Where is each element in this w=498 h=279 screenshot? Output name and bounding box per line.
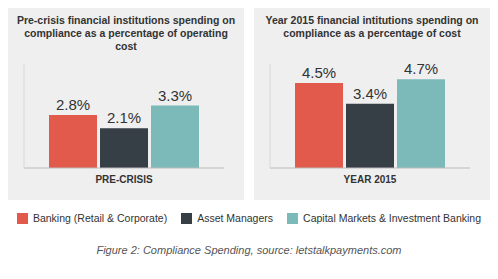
html-text:Year 2015 financial intitution: Year 2015 financial intitutions spending…: [265, 14, 479, 39]
html-text:Banking (Retail & Corporate): Banking (Retail & Corporate): [32, 212, 168, 224]
svg-text:3.4%: 3.4%: [353, 85, 387, 102]
svg-text:PRE-CRISIS: PRE-CRISIS: [95, 174, 153, 185]
svg-text:2.8%: 2.8%: [56, 96, 90, 113]
svg-text:2.1%: 2.1%: [107, 109, 141, 126]
html-text:Capital Markets & Investment B: Capital Markets & Investment Banking: [303, 212, 481, 224]
html-text:Figure 2: Compliance Spending,: Figure 2: Compliance Spending, source: l…: [96, 244, 402, 256]
html-text:Asset Managers: Asset Managers: [197, 212, 273, 224]
svg-text:3.3%: 3.3%: [158, 87, 192, 104]
svg-text:4.5%: 4.5%: [302, 64, 336, 81]
html-text:Pre-crisis financial instituti: Pre-crisis financial institutions spendi…: [16, 14, 236, 52]
svg-text:YEAR 2015: YEAR 2015: [344, 174, 397, 185]
svg-text:4.7%: 4.7%: [404, 60, 438, 77]
